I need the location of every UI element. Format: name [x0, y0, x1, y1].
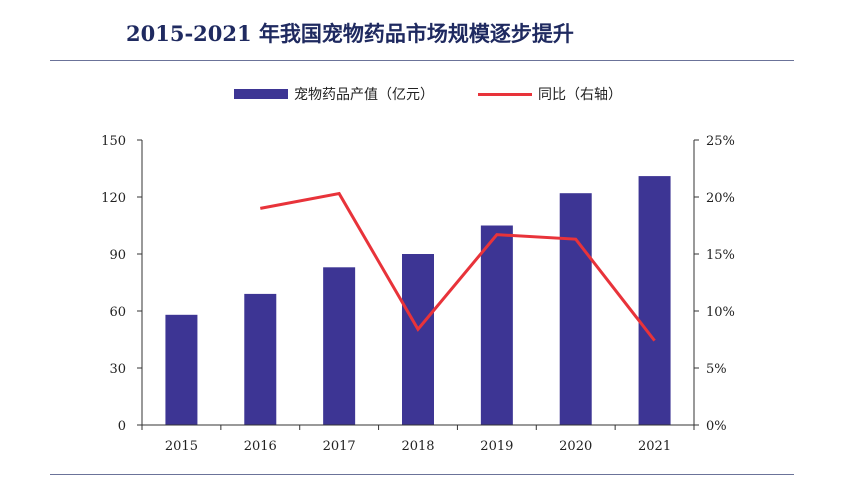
left-tick-label: 150 [101, 134, 126, 149]
legend-bar-swatch [234, 89, 288, 99]
chart-title: 2015-2021 年我国宠物药品市场规模逐步提升 [126, 21, 574, 46]
bar-2021 [638, 176, 671, 425]
bar-2016 [244, 293, 277, 425]
top-divider [50, 60, 794, 61]
x-tick-label-2018: 2018 [401, 439, 434, 454]
legend-line-swatch [478, 92, 532, 96]
x-tick-label-2021: 2021 [638, 439, 671, 454]
x-tick-label-2019: 2019 [480, 439, 513, 454]
left-tick-label: 0 [118, 419, 126, 434]
x-tick-label-2020: 2020 [559, 439, 592, 454]
right-tick-label: 10% [706, 305, 735, 320]
left-tick-label: 30 [109, 362, 126, 377]
x-tick-label-2015: 2015 [165, 439, 198, 454]
bar-2020 [559, 193, 592, 425]
x-tick-label-2016: 2016 [244, 439, 277, 454]
x-tick-label-2017: 2017 [323, 439, 356, 454]
bar-2019 [480, 225, 513, 425]
right-tick-label: 0% [706, 419, 727, 434]
yoy-growth-line [260, 191, 656, 342]
bar-2018 [402, 254, 434, 425]
legend: 宠物药品产值（亿元） 同比（右轴） [0, 84, 856, 104]
bar-2017 [323, 267, 356, 425]
right-tick-label: 5% [706, 362, 727, 377]
right-tick-label: 20% [706, 191, 735, 206]
legend-item-bar: 宠物药品产值（亿元） [234, 84, 434, 104]
left-tick-label: 120 [101, 191, 126, 206]
legend-item-line: 同比（右轴） [478, 84, 622, 104]
legend-line-label: 同比（右轴） [538, 87, 622, 103]
left-tick-label: 90 [109, 248, 126, 263]
right-tick-label: 15% [706, 248, 735, 263]
right-tick-label: 25% [706, 134, 735, 149]
bar-2015 [165, 314, 198, 425]
bottom-divider [50, 474, 794, 475]
left-tick-label: 60 [109, 305, 126, 320]
legend-bar-label: 宠物药品产值（亿元） [294, 87, 434, 103]
